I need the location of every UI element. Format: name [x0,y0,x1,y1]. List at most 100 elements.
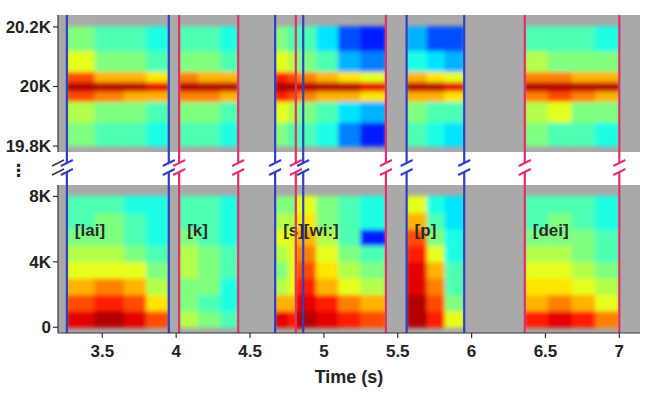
spectrogram-cell [445,294,465,311]
spectrogram-cell [296,196,317,213]
spectrogram-cells [179,196,238,328]
spectrogram-cell [427,278,446,295]
spectrogram-cell [220,196,238,213]
spectrogram-cell [548,294,573,311]
break-slash [269,160,281,166]
spectrogram-cell [146,278,169,295]
x-tick-label: 7 [615,342,624,361]
spectrogram-cell [595,122,619,147]
spectrogram-cell [146,261,169,278]
spectrogram-cell [296,122,317,147]
segment-boundary [274,15,276,163]
spectrogram-cell [67,90,96,101]
spectrogram-cell [427,310,446,327]
break-slash [269,169,281,175]
axis-break-slash [52,169,64,175]
y-tick-label: 4K [29,253,51,272]
spectrogram-cell [179,101,199,123]
spectrogram-cell [572,101,597,123]
spectrogram-cell [179,122,199,147]
spectrogram-cell [124,122,147,147]
segment-boundary [168,172,170,333]
spectrogram-cell [427,245,446,262]
spectrogram-cell [296,278,317,295]
spectrogram-cell [572,196,597,213]
segment-boundary [295,15,297,163]
x-tick [545,333,546,338]
spectrogram-cells [525,196,620,328]
spectrogram-cell [548,26,573,51]
spectrogram-cells [525,26,620,146]
spectrogram-cell [595,245,619,262]
segment-boundary [406,172,408,333]
spectrogram-cell [198,90,221,101]
y-tick [53,261,58,262]
spectrogram-cell [548,122,573,147]
spectrogram-cells [296,196,386,328]
spectrogram-cell [220,294,238,311]
segment-clip-group [67,196,169,328]
segment-boundary [406,15,408,163]
spectrogram-cell [275,71,289,82]
spectrogram-cell [445,310,465,327]
spectrogram-cell [445,278,465,295]
segment-clip-group [296,26,386,146]
spectrogram-cell [407,294,428,311]
spectrogram-cell [179,278,199,295]
spectrogram-cell [94,294,125,311]
axis-break-slash [52,160,64,166]
spectrogram-cell [548,71,573,82]
spectrogram-cell [316,50,339,72]
spectrogram-cell [595,294,619,311]
spectrogram-cell [445,50,465,72]
spectrogram-cell [572,294,597,311]
spectrogram-cell [94,26,125,51]
spectrogram-cell [146,90,169,101]
y-tick-label: 20K [20,77,52,96]
spectrogram-cell [198,50,221,72]
segment-boundary [385,172,387,333]
spectrogram-cell [427,122,446,147]
spectrogram-cell [94,82,125,92]
segment-label: [wi:] [304,221,339,240]
spectrogram-cell [146,50,169,72]
spectrogram-cells [179,26,238,146]
spectrogram-cells [407,26,465,146]
spectrogram-cell [124,310,147,327]
x-tick [397,333,398,338]
spectrogram-cell [338,122,361,147]
spectrogram-cell [220,101,238,123]
spectrogram-cell [572,261,597,278]
y-tick-label: 8K [29,187,51,206]
segment-boundary [463,15,465,163]
spectrogram-cell [124,245,147,262]
spectrogram-cell [338,294,361,311]
spectrogram-cell [198,278,221,295]
spectrogram-cell [407,82,428,92]
y-tick [53,196,58,197]
spectrogram-cell [146,196,169,213]
break-slash [173,160,185,166]
spectrogram-cell [360,261,386,278]
break-slash [232,169,244,175]
break-slash [380,169,392,175]
y-tick [53,86,58,87]
spectrogram-cell [427,82,446,92]
spectrogram-cell [427,71,446,82]
spectrogram-cell [316,90,339,101]
chart: [lai][k][s][wi:][p][dei]19.8K20K20.2K04K… [0,0,668,398]
spectrogram-cell [124,71,147,82]
spectrogram-cell [275,310,289,327]
segment-clip-group [179,26,238,146]
segment-clip-group [525,26,620,146]
spectrogram-cell [572,245,597,262]
break-slash [401,169,413,175]
spectrogram-cell [548,90,573,101]
x-tick [323,333,324,338]
spectrogram-cell [338,229,361,246]
spectrogram-cell [67,196,96,213]
spectrogram-cell [316,82,339,92]
spectrogram-cell [220,212,238,229]
spectrogram-cells [67,196,169,328]
spectrogram-cell [427,26,446,51]
